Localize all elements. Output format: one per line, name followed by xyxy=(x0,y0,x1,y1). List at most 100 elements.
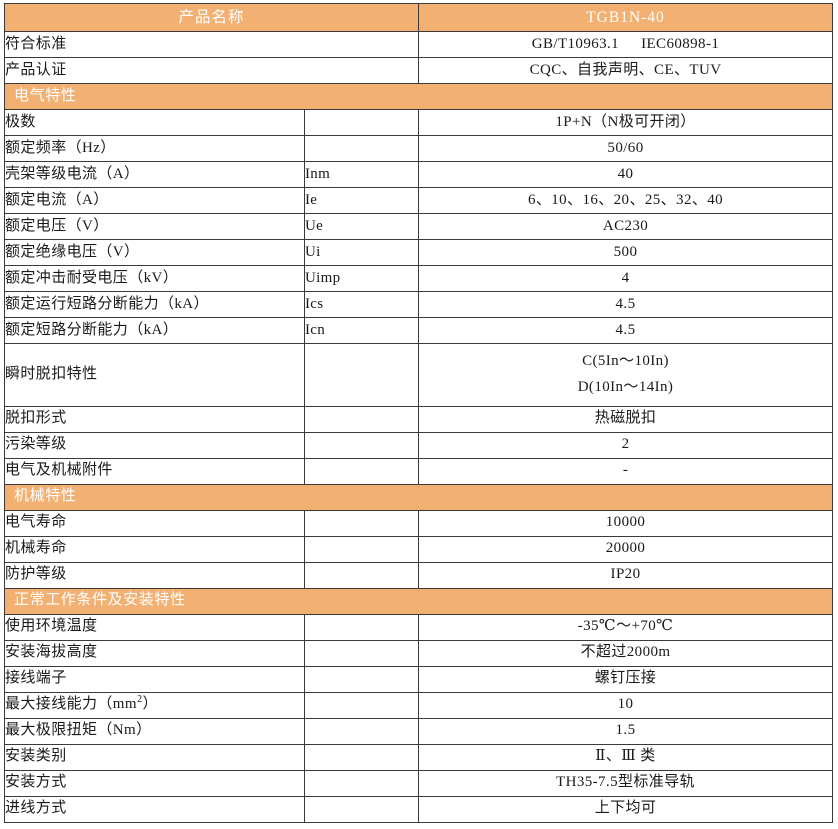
spec-value: 上下均可 xyxy=(418,795,834,823)
spec-symbol xyxy=(303,665,420,693)
spec-symbol xyxy=(303,509,420,537)
section-heading: 机械特性 xyxy=(3,483,834,511)
table-title-row: 产品名称 TGB1N-40 xyxy=(3,3,834,32)
spec-value: 10 xyxy=(418,691,834,719)
spec-value: C(5In～10In) D(10In～14In) xyxy=(418,343,834,407)
spec-label: 电气及机械附件 xyxy=(4,457,305,485)
spec-value: AC230 xyxy=(418,213,834,240)
spec-label: 污染等级 xyxy=(4,431,305,459)
spec-value: 500 xyxy=(418,239,834,266)
spec-symbol xyxy=(303,717,420,745)
spec-label: 最大接线能力（mm2） xyxy=(4,691,305,719)
spec-symbol: Ui xyxy=(303,239,420,266)
spec-label: 额定电压（V） xyxy=(4,213,305,240)
spec-symbol: Uimp xyxy=(303,265,420,292)
spec-value-line-1: C(5In～10In) xyxy=(582,353,669,369)
spec-symbol: Ics xyxy=(303,291,420,318)
spec-symbol xyxy=(303,343,420,407)
spec-label: 安装海拔高度 xyxy=(4,639,305,667)
table-row: 安装方式 TH35-7.5型标准导轨 xyxy=(4,769,834,797)
spec-value: 4.5 xyxy=(418,291,834,318)
table-row: 污染等级 2 xyxy=(4,431,834,459)
table-row: 额定电压（V） Ue AC230 xyxy=(4,213,834,240)
table-row: 安装海拔高度 不超过2000m xyxy=(4,639,834,667)
spec-label: 使用环境温度 xyxy=(4,613,305,641)
spec-symbol xyxy=(303,535,420,563)
spec-value: 不超过2000m xyxy=(418,639,834,667)
table-row: 符合标准 GB/T10963.1 IEC60898-1 xyxy=(3,31,834,58)
spec-symbol xyxy=(303,561,420,589)
section-heading-row: 正常工作条件及安装特性 xyxy=(3,587,834,615)
spec-label: 最大极限扭矩（Nm） xyxy=(4,717,305,745)
table-row: 额定绝缘电压（V） Ui 500 xyxy=(4,239,834,266)
standard-iec: IEC60898-1 xyxy=(641,35,720,52)
spec-label: 极数 xyxy=(4,109,305,136)
table-row: 瞬时脱扣特性 C(5In～10In) D(10In～14In) xyxy=(4,343,834,407)
table-row: 接线端子 螺钉压接 xyxy=(4,665,834,693)
table-row: 额定短路分断能力（kA） Icn 4.5 xyxy=(4,317,834,344)
spec-label: 额定绝缘电压（V） xyxy=(4,239,305,266)
spec-symbol: Ue xyxy=(303,213,420,240)
spec-label: 额定冲击耐受电压（kV） xyxy=(4,265,305,292)
spec-label: 产品认证 xyxy=(3,57,420,84)
section-heading: 电气特性 xyxy=(3,83,834,110)
spec-value: -35℃～+70℃ xyxy=(418,613,834,641)
spec-value: GB/T10963.1 IEC60898-1 xyxy=(418,31,834,58)
spec-symbol xyxy=(303,431,420,459)
table-row: 极数 1P+N（N极可开闭） xyxy=(4,109,834,136)
table-row: 额定频率（Hz） 50/60 xyxy=(4,135,834,162)
spec-symbol xyxy=(303,135,420,162)
table-row: 电气及机械附件 - xyxy=(4,457,834,485)
table-row: 进线方式 上下均可 xyxy=(4,795,834,823)
spec-label: 额定运行短路分断能力（kA） xyxy=(4,291,305,318)
table-row: 安装类别 Ⅱ、Ⅲ 类 xyxy=(4,743,834,771)
spec-value: 1P+N（N极可开闭） xyxy=(418,109,834,136)
spec-symbol xyxy=(303,795,420,823)
spec-label: 额定短路分断能力（kA） xyxy=(4,317,305,344)
table-row: 最大接线能力（mm2） 10 xyxy=(4,691,834,719)
spec-label: 瞬时脱扣特性 xyxy=(4,343,305,407)
spec-symbol xyxy=(303,109,420,136)
product-name-header: 产品名称 xyxy=(3,3,420,32)
section-heading-row: 电气特性 xyxy=(3,83,834,110)
spec-label: 进线方式 xyxy=(4,795,305,823)
spec-label: 电气寿命 xyxy=(4,509,305,537)
spec-value: 40 xyxy=(418,161,834,188)
table-row: 额定冲击耐受电压（kV） Uimp 4 xyxy=(4,265,834,292)
spec-label: 安装方式 xyxy=(4,769,305,797)
spec-value: IP20 xyxy=(418,561,834,589)
spec-label: 脱扣形式 xyxy=(4,405,305,433)
spec-label: 符合标准 xyxy=(3,31,420,58)
standard-gb: GB/T10963.1 xyxy=(531,35,620,52)
product-model-header: TGB1N-40 xyxy=(418,3,834,32)
spec-symbol xyxy=(303,691,420,719)
spec-value: 20000 xyxy=(418,535,834,563)
section-heading: 正常工作条件及安装特性 xyxy=(3,587,834,615)
table-row: 额定运行短路分断能力（kA） Ics 4.5 xyxy=(4,291,834,318)
spec-symbol xyxy=(303,743,420,771)
spec-value: CQC、自我声明、CE、TUV xyxy=(418,57,834,84)
spec-value-line-2: D(10In～14In) xyxy=(577,379,674,396)
table-row: 额定电流（A） Ie 6、10、16、20、25、32、40 xyxy=(4,187,834,214)
specification-table: 产品名称 TGB1N-40 符合标准 GB/T10963.1 IEC60898-1 产品认… xyxy=(3,3,834,823)
table-row: 产品认证 CQC、自我声明、CE、TUV xyxy=(3,57,834,84)
spec-symbol xyxy=(303,769,420,797)
spec-value: - xyxy=(418,457,834,485)
table-row: 使用环境温度 -35℃～+70℃ xyxy=(4,613,834,641)
spec-label: 额定频率（Hz） xyxy=(4,135,305,162)
spec-value: 2 xyxy=(418,431,834,459)
spec-symbol xyxy=(303,457,420,485)
spec-value: 螺钉压接 xyxy=(418,665,834,693)
spec-label: 壳架等级电流（A） xyxy=(4,161,305,188)
spec-value: 4 xyxy=(418,265,834,292)
spec-value: 热磁脱扣 xyxy=(418,405,834,433)
spec-symbol xyxy=(303,405,420,433)
spec-symbol: Inm xyxy=(303,161,420,188)
table-row: 脱扣形式 热磁脱扣 xyxy=(4,405,834,433)
spec-label: 机械寿命 xyxy=(4,535,305,563)
spec-symbol xyxy=(303,613,420,641)
table-row: 防护等级 IP20 xyxy=(4,561,834,589)
table-row: 机械寿命 20000 xyxy=(4,535,834,563)
spec-label: 防护等级 xyxy=(4,561,305,589)
